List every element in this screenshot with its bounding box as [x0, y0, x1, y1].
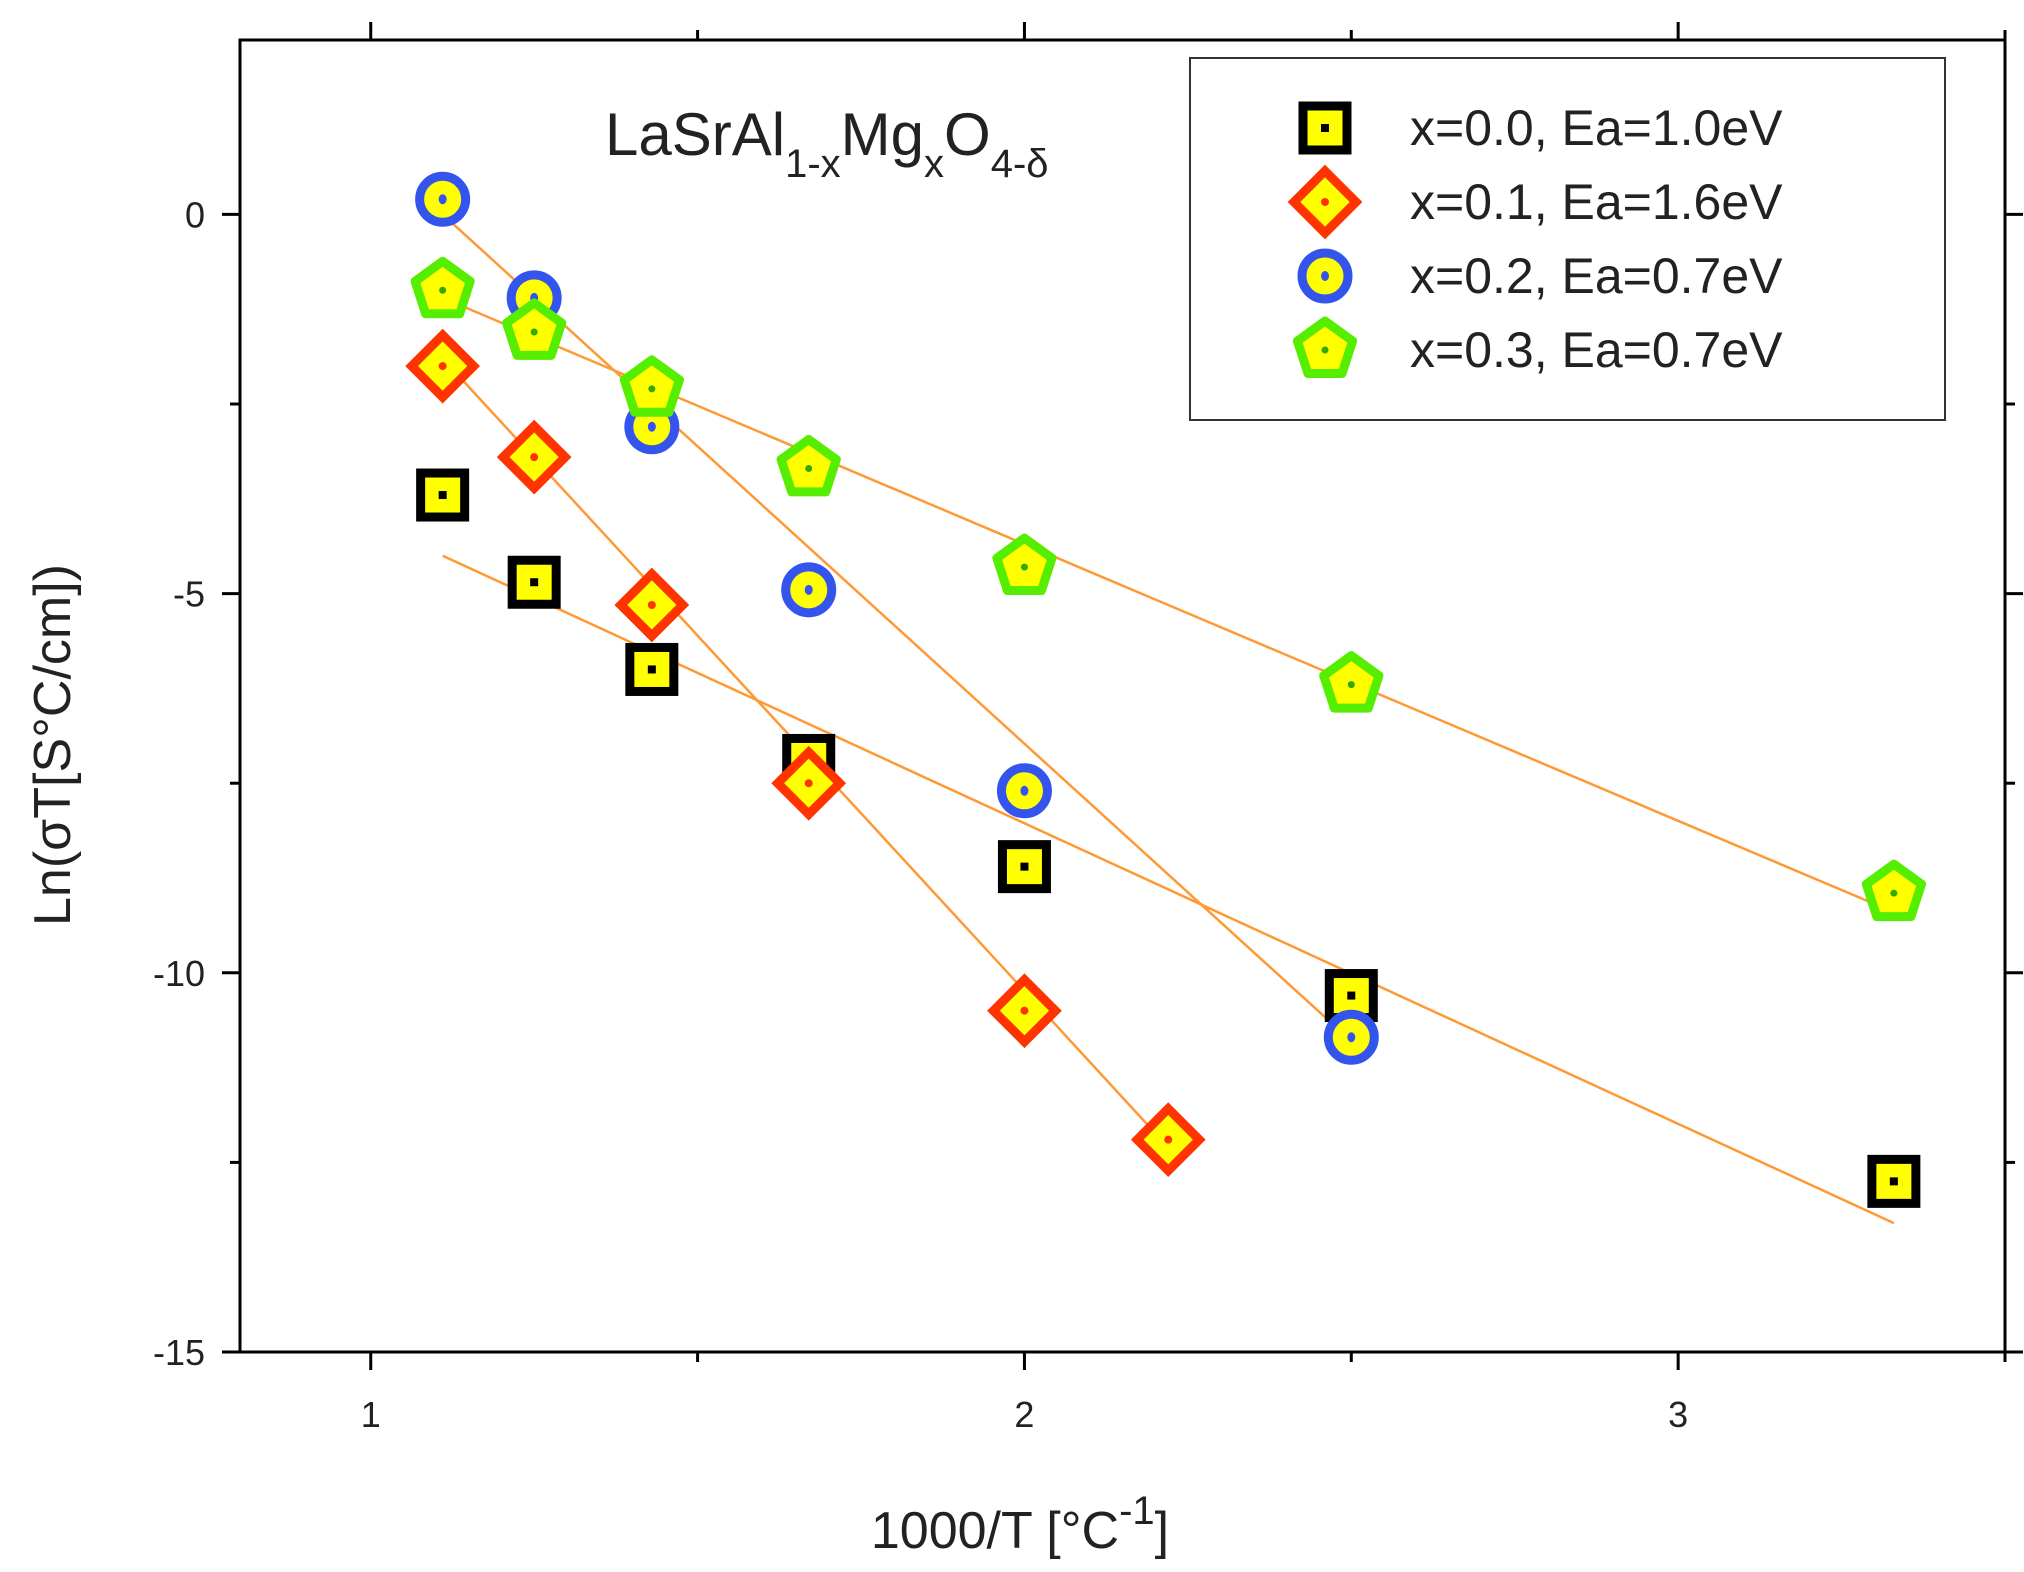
data-point-series-3: [1861, 859, 1926, 922]
x-axis-title-main: 1000/T [°C: [871, 1502, 1119, 1560]
annotation-sub2: x: [924, 142, 944, 186]
axis-ticks: 1 2 3 0 -5 -10 -15: [153, 22, 2023, 1435]
legend-marker-series-2: [1297, 248, 1353, 304]
data-point-series-3: [410, 256, 475, 319]
data-point-series-3: [776, 435, 841, 497]
x-tick-label: 3: [1668, 1394, 1688, 1435]
data-point-series-0: [507, 555, 561, 609]
plot-frame: [238, 38, 2007, 1354]
y-tick-label: -15: [153, 1332, 205, 1373]
legend-entries: x=0.0, Ea=1.0eV x=0.1, Ea=1.6eV x=0.2, Ea=…: [1287, 100, 1783, 378]
legend-marker-series-0: [1298, 101, 1352, 155]
data-point-series-3: [1319, 651, 1384, 713]
legend-marker-series-3: [1292, 316, 1358, 378]
x-tick-label: 1: [361, 1394, 381, 1435]
data-point-series-0: [1867, 1154, 1921, 1208]
data-point-series-0: [416, 468, 470, 522]
y-tick-label: -5: [173, 574, 205, 615]
annotation-sub1: 1-x: [785, 142, 841, 186]
y-axis-title: Ln(σT[S°C/cm]): [24, 564, 82, 926]
data-point-series-2: [996, 763, 1052, 819]
legend-label-series-2: x=0.2, Ea=0.7eV: [1410, 248, 1783, 304]
legend-label-series-0: x=0.0, Ea=1.0eV: [1410, 100, 1783, 156]
annotation-base: LaSrAl: [605, 101, 785, 168]
x-tick-label: 2: [1014, 1394, 1034, 1435]
data-point-series-1: [405, 328, 481, 404]
data-point-series-1: [987, 973, 1062, 1049]
data-point-series-1: [496, 419, 572, 495]
data-point-series-3: [502, 298, 567, 360]
data-point-series-2: [1323, 1009, 1379, 1065]
data-point-series-3: [619, 355, 684, 417]
annotation-sub3: 4-δ: [991, 142, 1049, 186]
data-point-series-0: [625, 642, 679, 696]
data-point-series-2: [415, 171, 471, 227]
legend-label-series-3: x=0.3, Ea=0.7eV: [1410, 322, 1783, 378]
x-axis-title-close: ]: [1155, 1502, 1169, 1560]
annotation-tail: O: [944, 101, 991, 168]
legend-marker-series-1: [1287, 164, 1363, 240]
data-point-series-1: [1130, 1102, 1206, 1178]
fit-line-series-0: [442, 554, 1895, 1225]
data-markers: [405, 171, 1926, 1208]
legend: x=0.0, Ea=1.0eV x=0.1, Ea=1.6eV x=0.2, Ea=…: [1189, 57, 1946, 421]
data-point-series-1: [614, 567, 690, 643]
y-tick-label: 0: [185, 194, 205, 235]
data-point-series-3: [992, 533, 1057, 595]
data-point-series-0: [997, 840, 1051, 894]
fit-line-series-3: [442, 296, 1895, 914]
x-axis-title: 1000/T [°C-1]: [871, 1489, 1169, 1560]
data-point-series-1: [771, 745, 847, 821]
compound-annotation: LaSrAl1-xMgxO4-δ: [605, 101, 1049, 186]
legend-label-series-1: x=0.1, Ea=1.6eV: [1410, 174, 1783, 230]
x-axis-title-sup: -1: [1119, 1489, 1155, 1533]
annotation-mid: Mg: [841, 101, 924, 168]
data-point-series-2: [781, 562, 837, 618]
fit-line-series-2: [441, 213, 1353, 1042]
y-tick-label: -10: [153, 953, 205, 994]
